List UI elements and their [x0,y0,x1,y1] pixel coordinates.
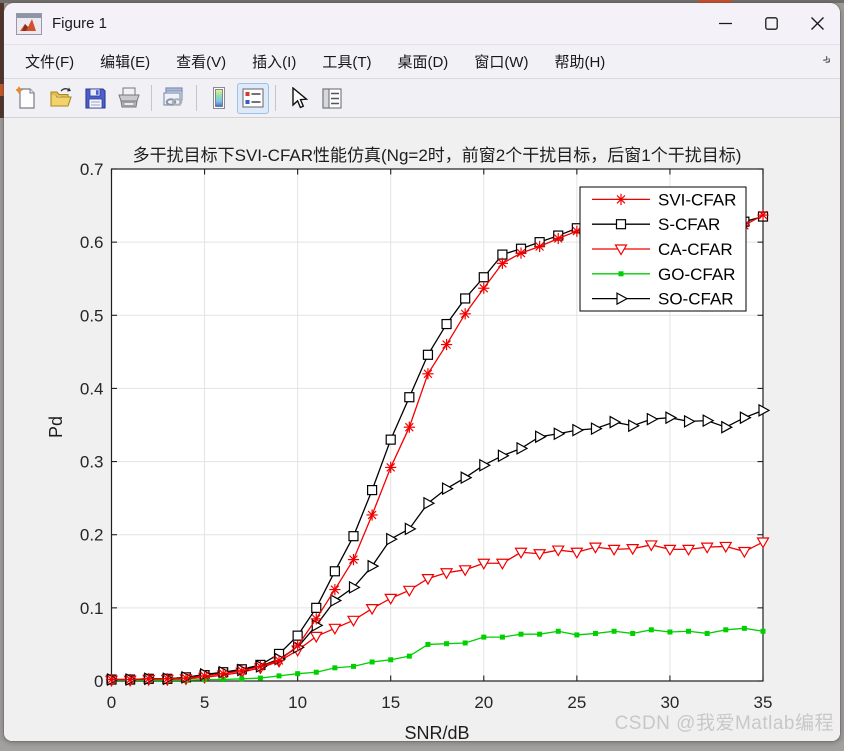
figure-toolbar [4,78,840,118]
menu-edit[interactable]: 编辑(E) [100,54,151,71]
x-tick-label: 30 [660,693,679,712]
menu-insert[interactable]: 插入(I) [252,54,297,71]
window-title: Figure 1 [52,15,108,32]
open-file-button[interactable] [45,83,77,114]
x-tick-label: 0 [107,693,116,712]
legend-icon [242,88,264,108]
axes-box [110,168,764,682]
series-GO-CFAR [109,625,766,683]
toolbar-separator [275,85,276,111]
desktop-top-strip [0,0,844,3]
desktop-left-strip [0,3,4,118]
print-figure-button[interactable] [113,83,145,114]
x-axis-label: SNR/dB [404,723,469,741]
menu-window[interactable]: 窗口(W) [474,54,529,71]
save-floppy-icon [85,88,106,109]
y-tick-label: 0.4 [80,379,104,398]
x-tick-label: 20 [474,693,493,712]
maximize-icon [764,17,778,30]
legend-label: SO-CFAR [658,290,734,309]
new-document-icon [16,86,35,109]
desktop-bottom-strip [0,741,844,751]
new-figure-button[interactable] [11,83,43,114]
chart-title: 多干扰目标下SVI-CFAR性能仿真(Ng=2时，前窗2个干扰目标，后窗1个干扰… [133,146,742,165]
menu-overflow-icon[interactable]: » [819,50,837,68]
property-inspector-button[interactable] [316,83,348,114]
desktop-left-accent [0,84,4,96]
toolbar-separator [151,85,152,111]
legend-label: CA-CFAR [658,240,733,259]
menu-desktop[interactable]: 桌面(D) [397,54,449,71]
figure-window: Figure 1 文件(F) 编辑(E) 查看(V) 插入(I) 工具(T) 桌… [4,3,840,741]
title-bar[interactable]: Figure 1 [4,3,840,44]
cursor-arrow-icon [292,86,308,108]
x-tick-label: 25 [567,693,586,712]
insert-colorbar-button[interactable] [203,83,235,114]
legend-label: S-CFAR [658,215,720,234]
figure-canvas: 多干扰目标下SVI-CFAR性能仿真(Ng=2时，前窗2个干扰目标，后窗1个干扰… [4,118,840,741]
x-tick-label: 15 [381,693,400,712]
y-tick-label: 0.2 [80,526,104,545]
save-figure-button[interactable] [79,83,111,114]
y-tick-label: 0.3 [80,453,104,472]
matlab-logo-icon [16,12,42,35]
menu-bar: 文件(F) 编辑(E) 查看(V) 插入(I) 工具(T) 桌面(D) 窗口(W… [4,44,840,78]
minimize-icon [718,22,732,25]
y-tick-label: 0.1 [80,599,104,618]
link-plot-icon [163,86,183,106]
link-plot-button[interactable] [158,83,190,114]
watermark: CSDN @我爱Matlab编程 [614,713,834,734]
insert-legend-button[interactable] [237,82,269,114]
menu-tools[interactable]: 工具(T) [322,54,372,71]
x-tick-label: 5 [200,693,209,712]
close-icon [810,17,824,30]
minimize-button[interactable] [702,3,748,44]
legend-label: GO-CFAR [658,265,735,284]
x-tick-label: 35 [754,693,773,712]
close-button[interactable] [794,3,840,44]
y-tick-label: 0 [94,672,103,691]
background-window-sliver [698,0,732,4]
menu-file[interactable]: 文件(F) [25,54,75,71]
menu-help[interactable]: 帮助(H) [554,54,606,71]
maximize-button[interactable] [748,3,794,44]
x-tick-label: 10 [288,693,307,712]
printer-icon [118,87,140,108]
edit-plot-button[interactable] [282,83,314,114]
legend-box[interactable] [579,186,747,312]
matlab-logo-titlebar [17,13,41,18]
y-tick-label: 0.6 [80,233,104,252]
colorbar-icon [213,87,225,109]
y-tick-label: 0.7 [80,160,104,179]
legend[interactable]: SVI-CFAR S-CFAR CA-CFAR GO-CFAR SO-CFAR [579,186,747,312]
menu-view[interactable]: 查看(V) [176,54,227,71]
y-axis-label: Pd [46,416,66,438]
toolbar-separator [196,85,197,111]
legend-label: SVI-CFAR [658,190,736,209]
open-folder-icon [50,87,72,107]
chart: 多干扰目标下SVI-CFAR性能仿真(Ng=2时，前窗2个干扰目标，后窗1个干扰… [46,146,773,741]
y-tick-label: 0.5 [80,306,104,325]
property-inspector-icon [322,87,342,109]
